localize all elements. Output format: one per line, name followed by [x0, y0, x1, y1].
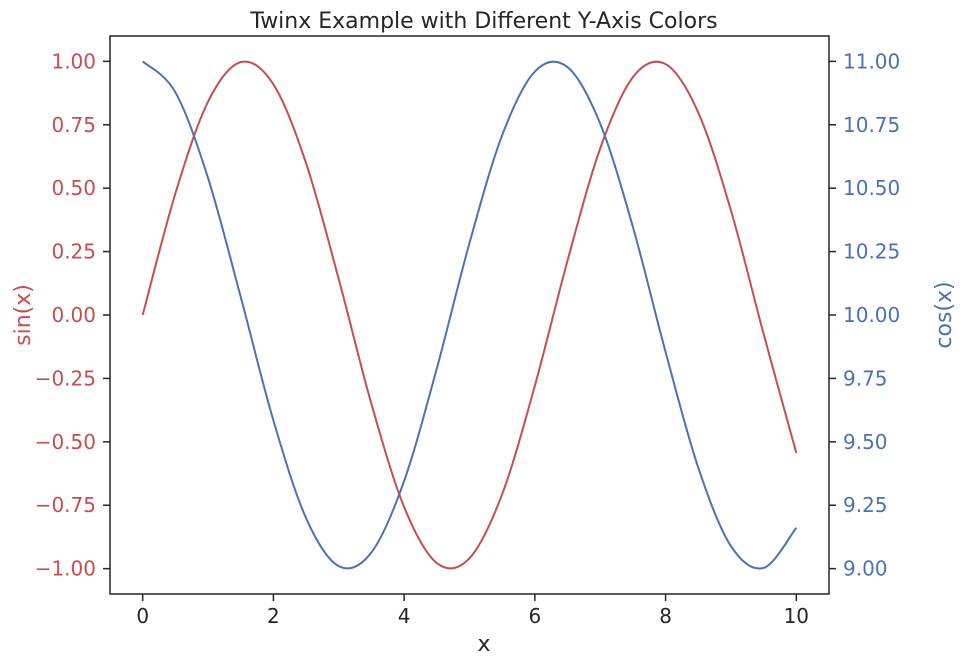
y-right-tick-label: 10.50 — [843, 176, 900, 200]
x-tick-label: 4 — [398, 604, 411, 628]
y-axis-left: 1.00 0.75 0.50 0.25 0.00 −0.25 −0.50 −0.75 −1.00 — [35, 49, 110, 581]
y-right-tick-label: 9.25 — [843, 493, 888, 517]
x-tick-label: 10 — [784, 604, 809, 628]
y-right-tick-label: 10.00 — [843, 303, 900, 327]
y-right-tick-label: 10.75 — [843, 113, 900, 137]
y-left-tick-label: 0.50 — [51, 176, 96, 200]
y-axis-right-label: cos(x) — [932, 281, 957, 348]
y-left-tick-label: 0.25 — [51, 240, 96, 264]
cos-series-line — [141, 60, 798, 570]
y-left-tick-label: 0.75 — [51, 113, 96, 137]
y-right-tick-label: 9.50 — [843, 430, 888, 454]
y-axis-left-label: sin(x) — [11, 284, 36, 346]
x-axis-label: x — [477, 632, 490, 657]
y-right-tick-label: 9.75 — [843, 366, 888, 390]
sin-series-line — [141, 60, 798, 570]
x-tick-label: 6 — [528, 604, 541, 628]
y-left-tick-label: −1.00 — [35, 557, 96, 581]
x-tick-label: 2 — [267, 604, 280, 628]
x-tick-label: 8 — [659, 604, 672, 628]
y-left-tick-label: −0.75 — [35, 493, 96, 517]
y-axis-right: 11.00 10.75 10.50 10.25 10.00 9.75 9.50 9.25 9.0… — [829, 49, 900, 581]
y-left-tick-label: 0.00 — [51, 303, 96, 327]
y-right-tick-label: 11.00 — [843, 49, 900, 73]
plot-area — [141, 60, 798, 570]
y-right-tick-label: 9.00 — [843, 557, 888, 581]
y-left-tick-label: −0.50 — [35, 430, 96, 454]
x-axis: 0 2 4 6 8 10 — [136, 594, 809, 628]
x-tick-label: 0 — [136, 604, 149, 628]
y-left-tick-label: −0.25 — [35, 366, 96, 390]
chart-title: Twinx Example with Different Y-Axis Colo… — [249, 9, 717, 34]
y-right-tick-label: 10.25 — [843, 240, 900, 264]
y-left-tick-label: 1.00 — [51, 49, 96, 73]
